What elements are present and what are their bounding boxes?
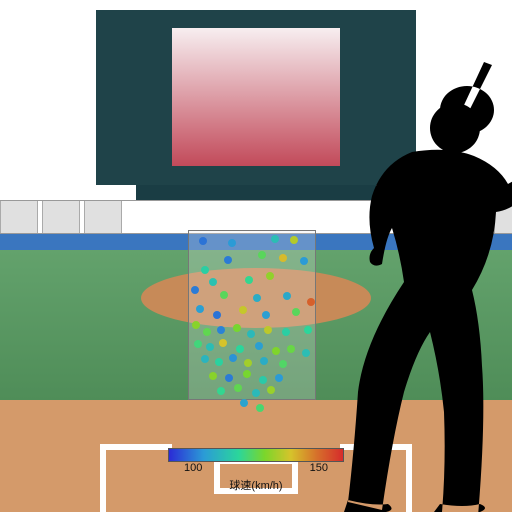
pitch-marker — [203, 328, 211, 336]
pitch-marker — [213, 311, 221, 319]
pitch-marker — [271, 235, 279, 243]
pitch-marker — [302, 349, 310, 357]
pitch-marker — [256, 404, 264, 412]
legend-ticks: 100 150 — [168, 462, 344, 476]
pitch-marker — [247, 330, 255, 338]
legend-axis-label: 球速(km/h) — [168, 477, 344, 493]
pitch-marker — [217, 387, 225, 395]
pitch-marker — [282, 328, 290, 336]
pitch-marker — [267, 386, 275, 394]
pitch-marker — [279, 360, 287, 368]
pitch-marker — [191, 286, 199, 294]
pitch-marker — [272, 347, 280, 355]
legend-gradient-bar — [168, 448, 344, 462]
pitch-marker — [290, 236, 298, 244]
pitch-marker — [275, 374, 283, 382]
pitch-marker — [229, 354, 237, 362]
pitch-marker — [255, 342, 263, 350]
pitch-marker — [209, 372, 217, 380]
pitch-marker — [215, 358, 223, 366]
pitch-marker — [245, 276, 253, 284]
pitch-marker — [260, 357, 268, 365]
pitch-marker — [201, 266, 209, 274]
pitch-marker — [292, 308, 300, 316]
pitch-marker — [220, 291, 228, 299]
pitch-marker — [201, 355, 209, 363]
pitch-marker — [264, 326, 272, 334]
pitch-marker — [283, 292, 291, 300]
pitch-marker — [217, 326, 225, 334]
pitch-marker — [300, 257, 308, 265]
batter-silhouette-icon — [312, 62, 512, 512]
pitch-marker — [199, 237, 207, 245]
pitch-marker — [287, 345, 295, 353]
pitch-location-chart: 100 150 球速(km/h) — [0, 0, 512, 512]
pitch-marker — [228, 239, 236, 247]
pitch-marker — [196, 305, 204, 313]
pitch-marker — [209, 278, 217, 286]
speed-legend: 100 150 球速(km/h) — [168, 448, 344, 493]
pitch-marker — [304, 326, 312, 334]
pitch-marker — [258, 251, 266, 259]
pitch-marker — [224, 256, 232, 264]
pitch-marker — [194, 340, 202, 348]
pitch-marker — [234, 384, 242, 392]
pitch-marker — [239, 306, 247, 314]
pitch-marker — [233, 324, 241, 332]
pitch-marker — [279, 254, 287, 262]
pitch-marker — [225, 374, 233, 382]
pitch-marker — [240, 399, 248, 407]
pitch-marker — [206, 343, 214, 351]
pitch-marker — [192, 321, 200, 329]
pitch-marker — [236, 345, 244, 353]
pitch-marker — [259, 376, 267, 384]
pitch-marker — [244, 359, 252, 367]
pitch-marker — [243, 370, 251, 378]
pitch-marker — [219, 339, 227, 347]
pitch-marker — [262, 311, 270, 319]
legend-tick: 100 — [184, 462, 202, 474]
pitch-marker — [266, 272, 274, 280]
legend-tick: 150 — [310, 462, 328, 474]
pitch-marker — [253, 294, 261, 302]
pitch-marker — [252, 389, 260, 397]
